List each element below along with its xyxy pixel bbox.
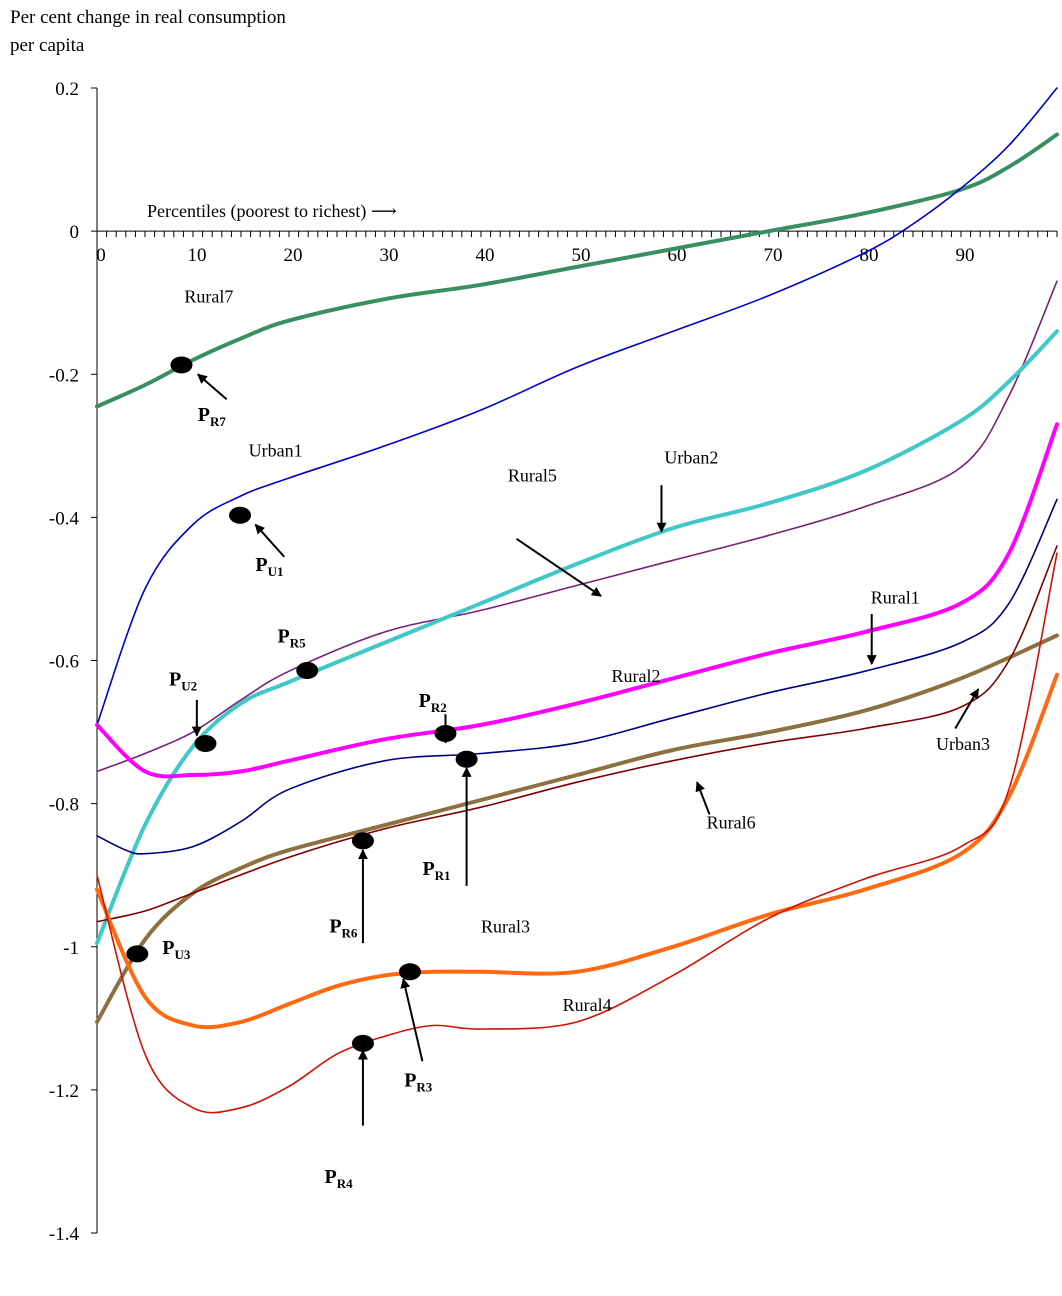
- point-label-subscript: R7: [210, 414, 226, 429]
- x-tick-label: 40: [476, 245, 495, 266]
- point-label-subscript: R5: [290, 636, 306, 651]
- y-axis-title-line1: Per cent change in real consumption: [10, 7, 286, 28]
- x-tick-label: 70: [764, 245, 783, 266]
- point-label-r3: PR3: [404, 1069, 433, 1094]
- x-tick-label: 50: [572, 245, 591, 266]
- point-marker-r3: [398, 963, 421, 981]
- point-label-r5: PR5: [277, 626, 306, 651]
- series-label-urban1: Urban1: [249, 441, 303, 461]
- x-tick-label: 30: [380, 245, 399, 266]
- pointer-arrow: [695, 781, 711, 815]
- x-tick-label: 20: [284, 245, 303, 266]
- point-label-subscript: U2: [181, 679, 197, 694]
- point-marker-u3: [126, 945, 149, 963]
- point-marker-r5: [296, 662, 319, 680]
- series-label-urban2: Urban2: [664, 448, 718, 468]
- point-label-subscript: U3: [174, 947, 190, 962]
- point-marker-r1: [455, 750, 478, 768]
- point-label-u3: PU3: [162, 937, 191, 962]
- series-label-rural6: Rural6: [707, 813, 756, 833]
- point-label-u2: PU2: [169, 669, 197, 694]
- y-tick-label: 0.2: [55, 79, 79, 100]
- y-tick-label: -1.4: [49, 1224, 80, 1245]
- x-tick-label: 80: [860, 245, 879, 266]
- y-tick-label: -0.4: [49, 508, 80, 529]
- series-line-urban1: [96, 87, 1058, 726]
- series-line-urban3: [95, 633, 1059, 1024]
- series-line-rural4: [96, 552, 1058, 1114]
- point-label-r7: PR7: [198, 404, 227, 429]
- y-tick-label: -0.6: [49, 652, 79, 673]
- point-arrow-r7: [197, 373, 228, 401]
- point-marker-u1: [229, 506, 252, 524]
- series-line-rural7: [95, 132, 1059, 409]
- arrows: [191, 373, 980, 1126]
- points: PR7 PU1 PR5 PU2 PR2 PR1 PR6 PU3 PR3 PR4: [126, 356, 478, 1191]
- point-label-r1: PR1: [422, 858, 450, 883]
- series-line-rural5: [96, 280, 1058, 773]
- x-tick-label: 0: [96, 245, 106, 266]
- series-label-urban3: Urban3: [936, 734, 990, 754]
- series-line-rural6: [96, 545, 1058, 923]
- point-arrow-u1: [254, 523, 285, 558]
- axes: 0.2 0 -0.2 -0.4 -0.6 -0.8 -1 -1.2 -1.4 0 10 20 30 40 5…: [49, 79, 1058, 1245]
- point-label-r2: PR2: [419, 690, 447, 715]
- point-marker-r2: [434, 724, 457, 742]
- series-line-urban2: [95, 329, 1059, 946]
- point-label-r6: PR6: [329, 915, 358, 940]
- point-label-subscript: R6: [342, 925, 358, 940]
- point-label-subscript: U1: [268, 564, 284, 579]
- series-line-rural1: [96, 498, 1058, 855]
- y-tick-label: -0.8: [49, 795, 79, 816]
- point-label-subscript: R4: [337, 1176, 353, 1191]
- y-tick-label: -1: [63, 938, 79, 959]
- y-axis-title-line2: per capita: [10, 35, 85, 56]
- point-marker-r4: [351, 1034, 374, 1052]
- point-arrow-r3: [400, 977, 424, 1062]
- series-label-rural1: Rural1: [871, 587, 920, 607]
- x-tick-label: 10: [188, 245, 207, 266]
- series-label-rural4: Rural4: [563, 995, 612, 1015]
- series-lines: [95, 87, 1059, 1114]
- y-axis-title: Per cent change in real consumption per …: [10, 4, 286, 60]
- y-tick-label: 0: [70, 222, 80, 243]
- series-label-rural2: Rural2: [612, 666, 661, 686]
- series-line-rural2: [95, 422, 1059, 779]
- point-marker-r6: [351, 832, 374, 850]
- y-tick-label: -1.2: [49, 1081, 79, 1102]
- x-axis-title: Percentiles (poorest to richest) ⟶: [147, 201, 397, 222]
- series-label-rural7: Rural7: [184, 287, 233, 307]
- point-label-u1: PU1: [255, 554, 283, 579]
- point-label-subscript: R1: [435, 868, 451, 883]
- x-tick-label: 90: [956, 245, 975, 266]
- series-label-rural5: Rural5: [508, 466, 557, 486]
- point-marker-u2: [194, 735, 217, 753]
- y-tick-label: -0.2: [49, 365, 79, 386]
- series-label-rural3: Rural3: [481, 916, 530, 936]
- point-marker-r7: [170, 356, 193, 374]
- pointer-arrow: [954, 688, 980, 729]
- point-label-subscript: R3: [416, 1079, 432, 1094]
- point-label-r4: PR4: [325, 1166, 354, 1191]
- pointer-arrow: [515, 538, 602, 597]
- point-label-subscript: R2: [431, 700, 447, 715]
- series-labels: Rural7 Urban1 Urban2 Rural5 Rural1 Rural2 Urba…: [184, 287, 990, 1015]
- series-line-rural3: [95, 672, 1059, 1030]
